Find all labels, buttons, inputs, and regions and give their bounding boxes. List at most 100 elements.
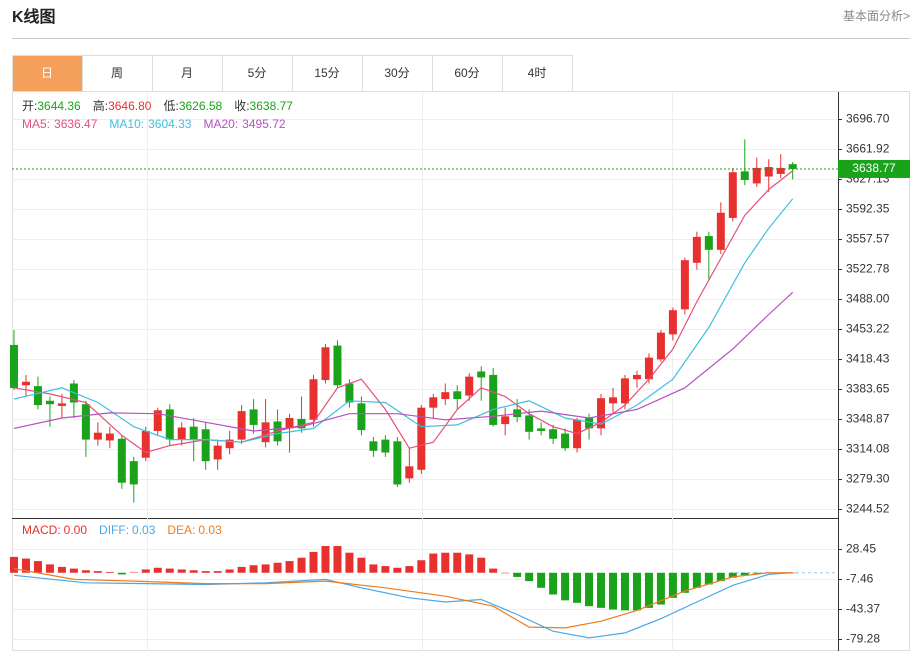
macd-bar (105, 571, 114, 573)
candle-body (57, 403, 66, 406)
candle-body (501, 416, 510, 425)
candle-body (429, 397, 438, 408)
y-tick-label: 3279.30 (846, 472, 890, 486)
info-label: 开: (22, 99, 37, 113)
candle-body (764, 167, 773, 177)
candle-body (129, 461, 138, 485)
macd-bar (441, 552, 450, 573)
fundamental-link[interactable]: 基本面分析> (843, 9, 910, 23)
candle-body (225, 439, 234, 449)
candle-body (141, 430, 150, 458)
legend-value: 3495.72 (242, 117, 286, 131)
tab-label[interactable]: 5分 (248, 66, 267, 80)
macd-bar (477, 557, 486, 573)
candle-body (620, 378, 629, 404)
macd-bar (644, 572, 653, 608)
tab-label[interactable]: 日 (41, 66, 53, 80)
y-tick-label: -7.46 (846, 572, 874, 586)
legend-value: 0.00 (64, 523, 88, 537)
candle-body (369, 441, 378, 451)
macd-bar (668, 572, 677, 598)
macd-bar (585, 572, 594, 607)
y-tick-label: 3418.43 (846, 352, 890, 366)
macd-bar (537, 572, 546, 588)
macd-bar (405, 566, 414, 573)
tab-label[interactable]: 4时 (528, 66, 547, 80)
y-tick-label: 3383.65 (846, 382, 890, 396)
macd-bar (501, 572, 510, 574)
y-tick-label: 3696.70 (846, 112, 890, 126)
candle-body (381, 439, 390, 453)
candle-body (692, 236, 701, 263)
candle-body (441, 392, 450, 400)
macd-bar (489, 568, 498, 573)
macd-bar (177, 569, 186, 573)
macd-bar (429, 553, 438, 573)
page-title: K线图 (12, 7, 56, 26)
legend-name: MACD: (22, 523, 61, 537)
candle-body (33, 386, 42, 406)
macd-legend: MACD: 0.00 DIFF: 0.03 DEA: 0.03 (22, 523, 222, 537)
candle-body (285, 418, 294, 429)
y-tick-label: 3453.22 (846, 322, 890, 336)
candle-body (549, 429, 558, 439)
info-value: 3638.77 (250, 99, 294, 113)
candle-body (585, 418, 594, 429)
candle-body (740, 171, 749, 180)
macd-bar (21, 558, 30, 573)
info-value: 3646.80 (108, 99, 152, 113)
tab-label[interactable]: 周 (111, 66, 123, 80)
legend-name: DIFF: (99, 523, 129, 537)
candle-body (237, 411, 246, 440)
ma-legend: MA5: 3636.47 MA10: 3604.33 MA20: 3495.72 (22, 117, 286, 131)
y-tick-label: 3522.78 (846, 262, 890, 276)
tab[interactable] (502, 55, 573, 92)
macd-bar (129, 572, 138, 573)
macd-bar (357, 557, 366, 573)
tab-label[interactable]: 月 (181, 66, 193, 80)
macd-bar (573, 572, 582, 603)
macd-bar (261, 564, 270, 573)
macd-bar (656, 572, 665, 605)
candle-body (525, 415, 534, 432)
macd-bar (33, 561, 42, 573)
macd-bar (285, 561, 294, 573)
candle-body (465, 376, 474, 396)
legend-value: 3636.47 (54, 117, 98, 131)
tab-label[interactable]: 30分 (384, 66, 409, 80)
tab-label[interactable]: 15分 (314, 66, 339, 80)
candle-body (489, 374, 498, 425)
candle-body (45, 400, 54, 405)
indicator-line (13, 198, 794, 443)
macd-bar (704, 572, 713, 585)
macd-bar (632, 572, 641, 611)
candle-body (704, 236, 713, 250)
candle-body (716, 212, 725, 250)
y-tick-label: 3348.87 (846, 412, 890, 426)
candle-body (405, 466, 414, 479)
macd-bar (57, 566, 66, 573)
tab[interactable] (82, 55, 153, 92)
macd-bar (393, 567, 402, 573)
macd-bar (740, 572, 749, 576)
macd-bar (369, 564, 378, 573)
tab[interactable] (362, 55, 433, 92)
candle-body (728, 172, 737, 218)
candle-body (668, 310, 677, 335)
candle-body (680, 260, 689, 310)
tab-label[interactable]: 60分 (454, 66, 479, 80)
macd-bar (69, 568, 78, 573)
info-value: 3626.58 (179, 99, 223, 113)
candle-body (105, 433, 114, 441)
macd-bar (752, 572, 761, 574)
legend-value: 0.03 (132, 523, 156, 537)
macd-bar (513, 572, 522, 577)
candle-body (117, 438, 126, 483)
candle-body (453, 391, 462, 400)
macd-bar (453, 552, 462, 573)
legend-name: DEA: (167, 523, 195, 537)
info-label: 收: (234, 99, 249, 113)
info-label: 低: (163, 99, 178, 113)
macd-bar (309, 551, 318, 573)
macd-bar (93, 571, 102, 573)
